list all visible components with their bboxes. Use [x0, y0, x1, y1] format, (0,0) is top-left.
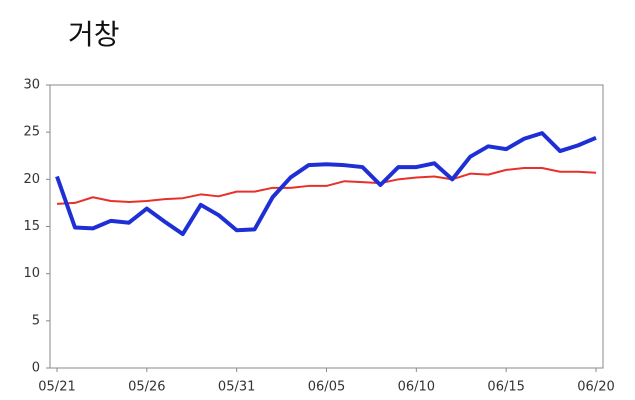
- series-line: [56, 167, 597, 205]
- x-tick-label: 06/15: [487, 380, 524, 395]
- plot-frame: [49, 84, 604, 369]
- y-tick-label: 15: [23, 219, 40, 234]
- x-tick-label: 05/31: [218, 380, 255, 395]
- chart-title: 거창: [68, 18, 120, 51]
- x-tick-label: 05/26: [128, 380, 165, 395]
- y-tick-label: 10: [23, 266, 40, 281]
- y-tick-label: 30: [23, 78, 40, 93]
- x-tick-label: 06/20: [577, 380, 614, 395]
- x-tick-label: 06/05: [308, 380, 345, 395]
- y-tick-label: 20: [23, 172, 40, 187]
- y-tick-label: 0: [32, 361, 40, 376]
- series-line: [55, 131, 597, 237]
- y-tick-label: 5: [32, 313, 40, 328]
- x-tick-label: 06/10: [398, 380, 435, 395]
- x-tick-label: 05/21: [38, 380, 75, 395]
- y-tick-label: 25: [23, 125, 40, 140]
